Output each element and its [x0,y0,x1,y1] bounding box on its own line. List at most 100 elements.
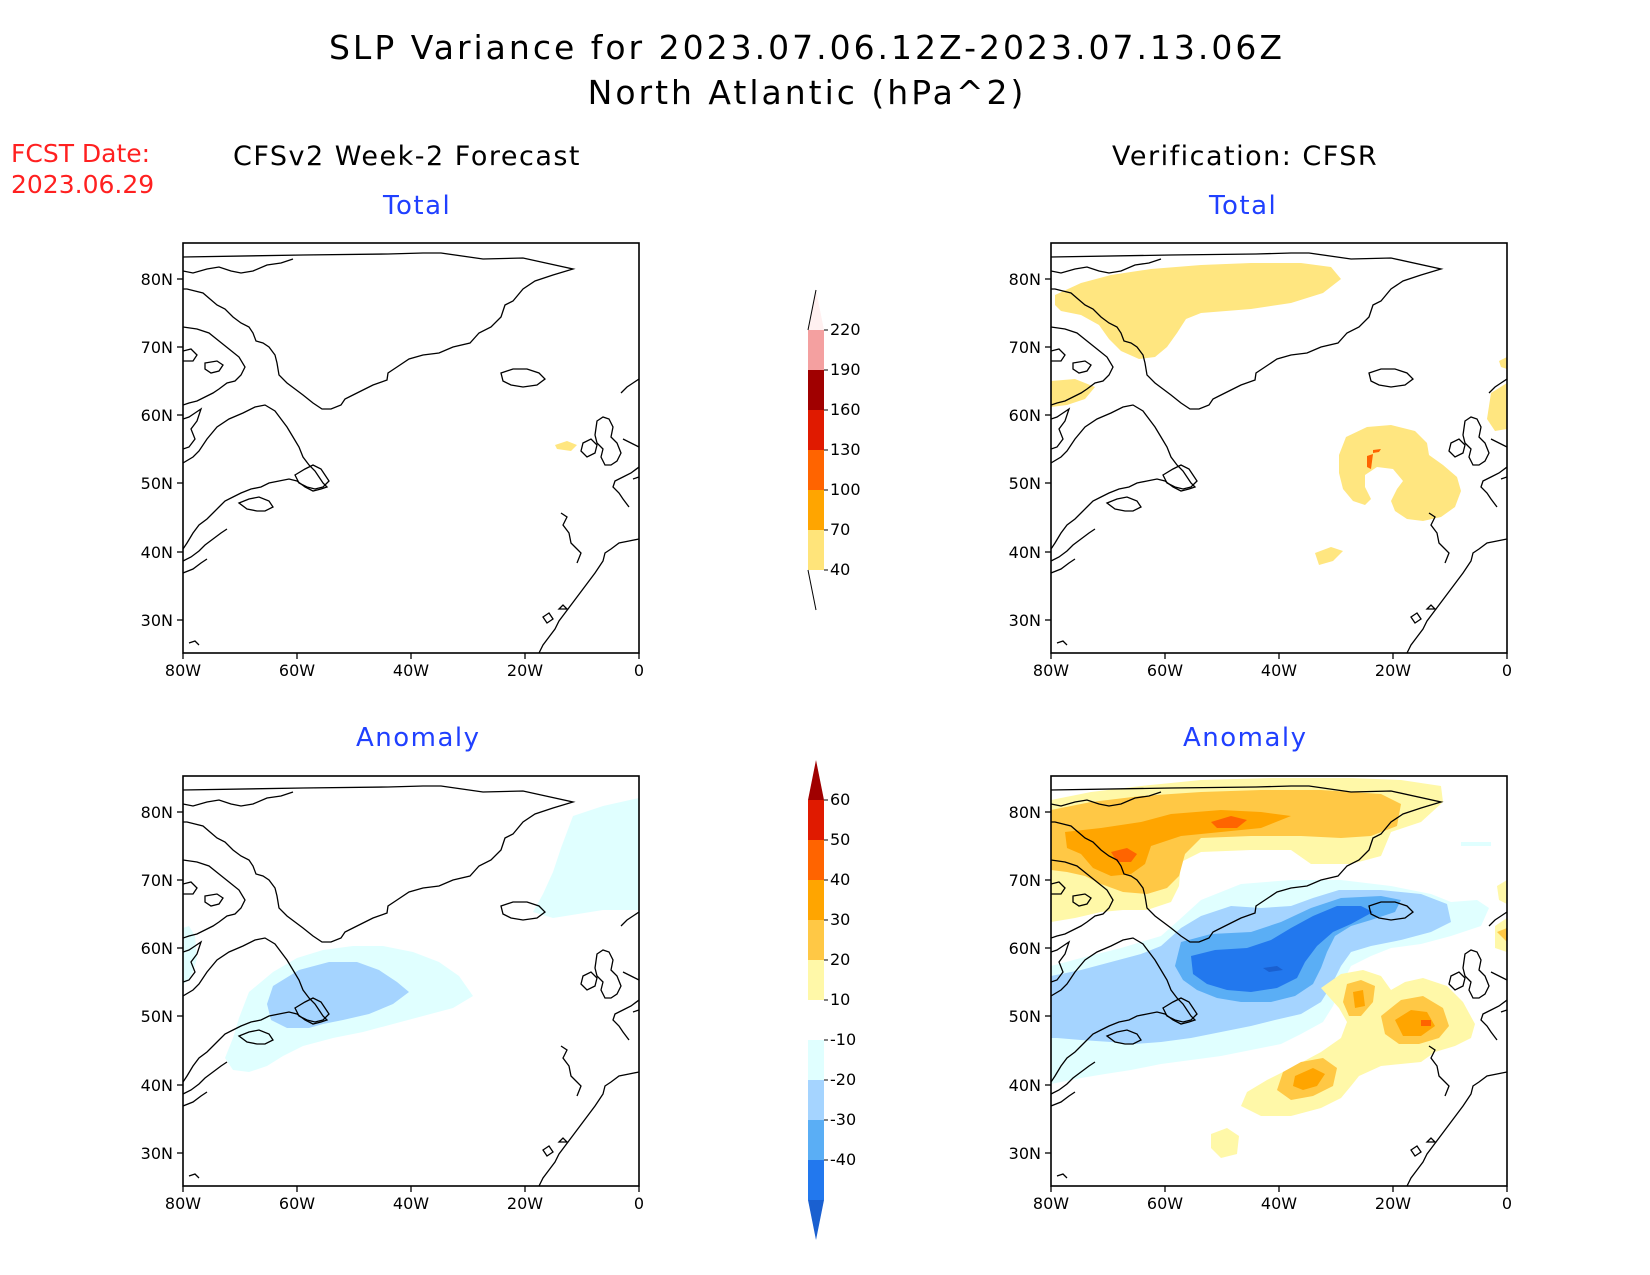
lon-tick-label: 0 [1502,1194,1512,1213]
lat-tick-label: 50N [1009,1007,1041,1026]
colorbar-tick-label: -40 [830,1150,856,1169]
variance-peaks [1367,449,1381,469]
fcst-date-label-line1: FCST Date: [11,139,151,168]
colorbar-tick-label: 160 [830,400,861,419]
lat-tick-label: 40N [1009,1076,1041,1095]
lat-ticks [177,278,640,659]
lat-tick-label: 80N [1009,803,1041,822]
lon-tick-label: 20W [507,661,543,680]
lat-tick-label: 40N [141,1076,173,1095]
colorbar-swatch [808,330,824,370]
colorbar-swatch [808,530,824,570]
lat-tick-label: 30N [141,1144,173,1163]
colorbar-swatch [808,1080,824,1120]
lat-tick-label: 80N [1009,270,1041,289]
lat-tick-label: 30N [141,611,173,630]
colorbar-swatch [808,1040,824,1080]
lon-tick-label: 60W [1147,1194,1183,1213]
colorbar-swatch [808,370,824,410]
axis-ticks [1045,278,1508,659]
lat-tick-label: 60N [1009,939,1041,958]
colorbar-outline [807,289,817,331]
lat-tick-label: 30N [1009,1144,1041,1163]
lat-tick-label: 70N [1009,338,1041,357]
colorbar-swatch [808,800,824,840]
colorbar-tick-label: 60 [830,790,850,809]
lat-tick-label: 50N [141,1007,173,1026]
main-title: SLP Variance for 2023.07.06.12Z-2023.07.… [328,28,1286,67]
colorbar-swatch [808,920,824,960]
fcst-date-label: FCST Date: 2023.06.29 [11,138,154,200]
anomaly-regions [183,798,639,1072]
lat-tick-label: 60N [141,939,173,958]
colorbar-tick-label: 40 [830,870,850,889]
anomaly-regions [1051,778,1507,1158]
colorbar-tick-label: 70 [830,520,850,539]
lat-tick-label: 40N [141,543,173,562]
fcst-date-value: 2023.06.29 [11,170,155,199]
lat-tick-label: 60N [141,406,173,425]
colorbar-tick-label: 220 [830,320,861,339]
lon-tick-label: 80W [1033,1194,1069,1213]
colorbar-swatch [808,1160,824,1200]
column-title-verification: Verification: CFSR [1112,141,1379,172]
lon-tick-label: 20W [507,1194,543,1213]
lon-tick-label: 40W [393,1194,429,1213]
colorbar-tick-label: -20 [830,1070,856,1089]
main-subtitle: North Atlantic (hPa^2) [587,73,1027,112]
lon-tick-label: 60W [1147,661,1183,680]
lon-tick-label: 60W [279,661,315,680]
lon-tick-label: 0 [634,1194,644,1213]
colorbar-swatch [808,490,824,530]
colorbar-top-extension [808,290,824,330]
lon-tick-label: 0 [1502,661,1512,680]
variance-region [555,441,577,451]
lat-tick-label: 40N [1009,543,1041,562]
colorbar-tick-label: -30 [830,1110,856,1129]
panel-title-verification-anomaly: Anomaly [1183,723,1308,753]
colorbar-tick-label: 50 [830,830,850,849]
colorbar-tick-label: 100 [830,480,861,499]
colorbar-tick-label: -10 [830,1030,856,1049]
colorbar-tick-label: 30 [830,910,850,929]
lat-tick-label: 70N [1009,871,1041,890]
lat-tick-label: 50N [1009,474,1041,493]
lon-tick-label: 80W [165,1194,201,1213]
lon-tick-label: 20W [1375,1194,1411,1213]
colorbar-tick-label: 190 [830,360,861,379]
colorbar-swatch [808,960,824,1000]
panel-title-forecast-total: Total [383,191,452,221]
colorbar-swatch [808,450,824,490]
lon-tick-label: 80W [1033,661,1069,680]
colorbar-tick-label: 10 [830,990,850,1009]
colorbar-swatch [808,880,824,920]
lat-tick-label: 70N [141,338,173,357]
column-title-forecast: CFSv2 Week-2 Forecast [233,141,582,172]
lon-tick-label: 40W [393,661,429,680]
lat-tick-label: 80N [141,803,173,822]
lon-tick-label: 40W [1261,1194,1297,1213]
colorbar-swatch [808,1000,824,1040]
colorbar-bottom-extension [807,569,817,611]
axis-ticks [1045,811,1508,1192]
lon-tick-label: 20W [1375,661,1411,680]
colorbar-top-extension [808,760,824,800]
colorbar-swatch [808,840,824,880]
lat-tick-label: 70N [141,871,173,890]
lat-tick-label: 30N [1009,611,1041,630]
colorbar-tick-label: 130 [830,440,861,459]
colorbar-swatch [808,410,824,450]
lat-tick-label: 80N [141,270,173,289]
colorbar-tick-label: 20 [830,950,850,969]
lat-tick-label: 60N [1009,406,1041,425]
colorbar-swatch [808,1120,824,1160]
lat-tick-label: 50N [141,474,173,493]
lon-tick-label: 60W [279,1194,315,1213]
variance-regions [1051,263,1507,565]
